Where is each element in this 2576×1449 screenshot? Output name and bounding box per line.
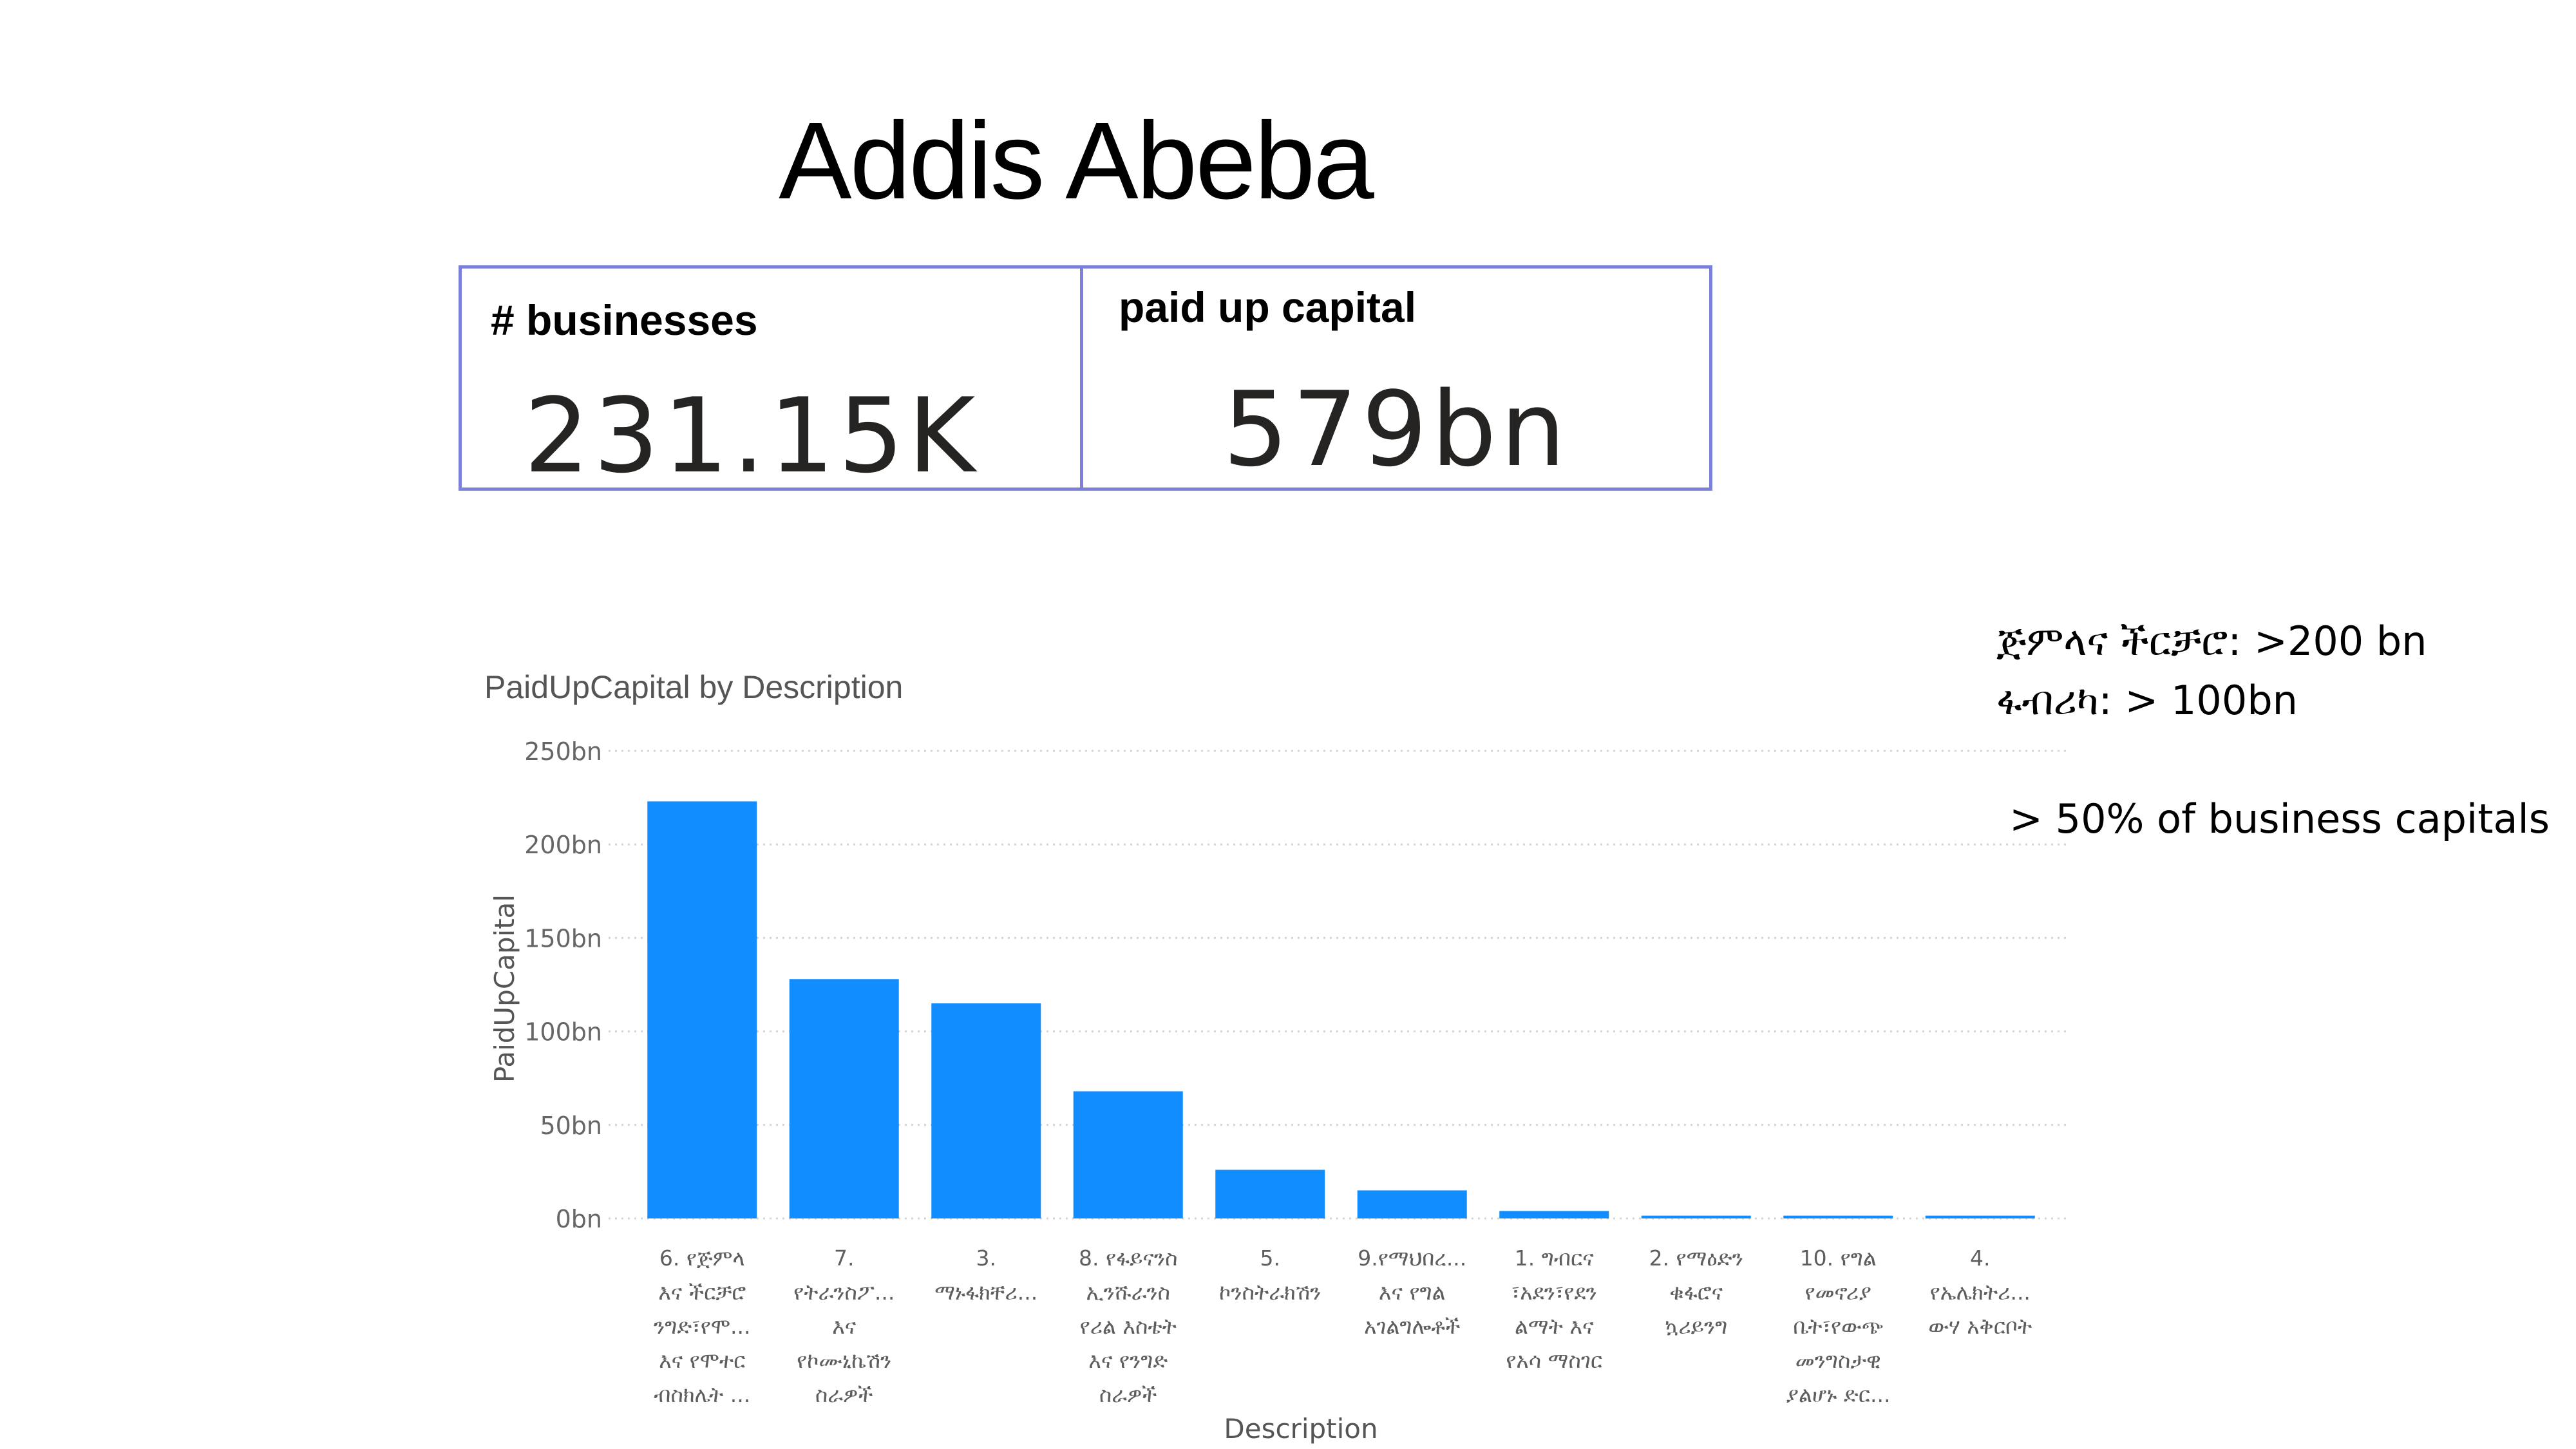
- note-wholesale-retail: ጅምላና ችርቻሮ: >200 bn: [1996, 618, 2427, 665]
- y-axis-ticks: 0bn 50bn 100bn 150bn 200bn 250bn: [524, 737, 602, 1233]
- x-tick-label: 9.የማህበረ... እና የግል አገልግሎቶች: [1358, 1245, 1466, 1339]
- slide-title: Addis Abeba: [779, 100, 1374, 222]
- businesses-kpi-card[interactable]: # businesses 231.15K: [459, 265, 1083, 491]
- y-tick-label: 150bn: [524, 924, 602, 952]
- x-tick-label: 4. የኤሌክትሪ... ውሃ አቅርቦት: [1928, 1245, 2032, 1339]
- y-axis-label: PaidUpCapital: [489, 895, 520, 1083]
- note-manufacturing: ፋብሪካ: > 100bn: [1996, 677, 2298, 724]
- y-tick-label: 250bn: [524, 737, 602, 766]
- chart-bars: [647, 801, 2035, 1218]
- note-business-capitals: > 50% of business capitals: [2009, 795, 2550, 842]
- bar[interactable]: [1499, 1211, 1609, 1218]
- businesses-kpi-value: 231.15K: [524, 375, 980, 496]
- x-tick-label: 10. የግል የመኖሪያ ቤት፣የውጭ መንግስታዊ ያልሆኑ ድር...: [1786, 1245, 1890, 1407]
- x-tick-label: 1. ግብርና ፣አደን፣የደን ልማት እና የአሳ ማስገር: [1506, 1245, 1602, 1373]
- bar[interactable]: [1783, 1215, 1893, 1218]
- bar[interactable]: [1073, 1091, 1183, 1218]
- y-tick-label: 200bn: [524, 831, 602, 859]
- capital-kpi-label: paid up capital: [1119, 283, 1417, 331]
- y-tick-label: 0bn: [556, 1205, 602, 1233]
- capital-kpi-value: 579bn: [1222, 369, 1570, 489]
- x-tick-label: 5. ኮንስትራክሽን: [1219, 1245, 1321, 1305]
- chart-gridlines: [609, 750, 2067, 1220]
- bar[interactable]: [1357, 1190, 1467, 1218]
- chart-title: PaidUpCapital by Description: [484, 669, 903, 705]
- notes-panel: ጅምላና ችርቻሮ: >200 bn ፋብሪካ: > 100bn > 50% o…: [1996, 612, 2550, 849]
- y-tick-label: 100bn: [524, 1018, 602, 1046]
- x-axis-label: Description: [1224, 1413, 1378, 1444]
- x-tick-label: 7. የትራንስፖ... እና የኮሙኒኬሽን ስራዎች: [793, 1245, 895, 1407]
- businesses-kpi-label: # businesses: [491, 296, 758, 344]
- bar[interactable]: [1925, 1215, 2035, 1218]
- bar[interactable]: [931, 1003, 1041, 1218]
- bar[interactable]: [1641, 1215, 1751, 1218]
- bar[interactable]: [1215, 1170, 1325, 1218]
- x-tick-label: 3. ማኑፋክቸሪ...: [934, 1245, 1037, 1305]
- bar[interactable]: [647, 801, 757, 1218]
- x-tick-label: 8. የፋይናንስ ኢንሹራንስ የሪል እስቴት እና የንግድ ስራዎች: [1079, 1245, 1178, 1407]
- capital-kpi-card[interactable]: paid up capital 579bn: [1080, 265, 1712, 491]
- x-tick-label: 6. የጅምላ እና ችርቻሮ ንግድ፣የሞ... እና የሞተር ብስክሌት ...: [654, 1245, 751, 1407]
- y-tick-label: 50bn: [540, 1112, 602, 1140]
- paid-up-capital-bar-chart[interactable]: PaidUpCapital by Description 0bn 50bn 100b…: [451, 663, 2087, 1449]
- x-axis-ticks: 6. የጅምላ እና ችርቻሮ ንግድ፣የሞ... እና የሞተር ብስክሌት ... 7…: [654, 1245, 2032, 1407]
- x-tick-label: 2. የማዕድን ቁፋሮና ኳሪይንግ: [1649, 1245, 1743, 1339]
- notes-spacer: [1996, 730, 2550, 790]
- bar[interactable]: [789, 979, 899, 1218]
